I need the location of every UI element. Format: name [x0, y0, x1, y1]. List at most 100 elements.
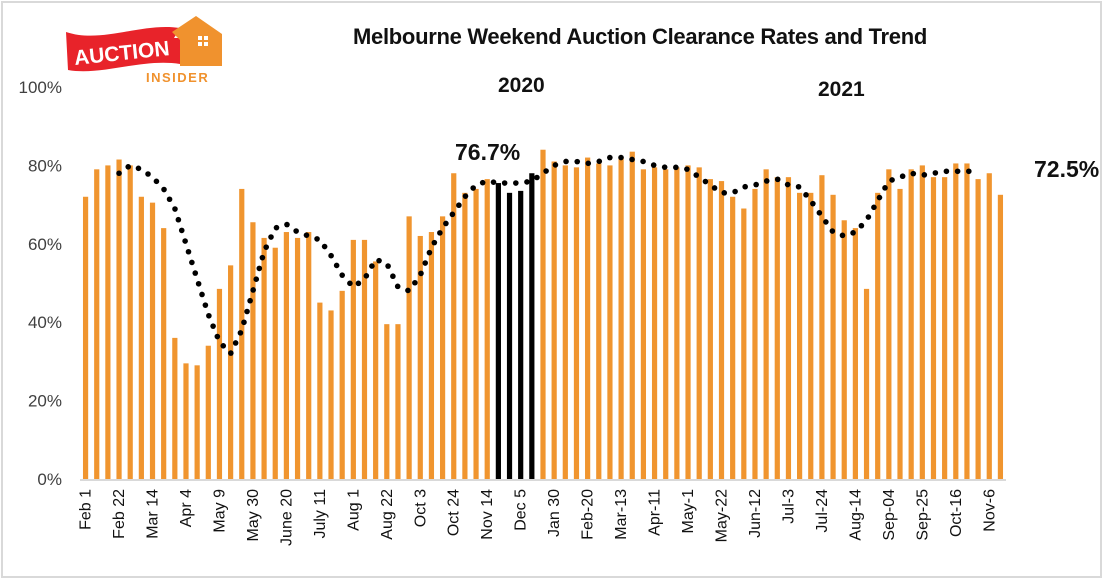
- trend-dot: [721, 190, 728, 196]
- trend-dot: [618, 154, 624, 161]
- trend-dot: [369, 263, 375, 269]
- trend-dot: [823, 219, 829, 225]
- bar: [607, 165, 613, 479]
- bar: [317, 302, 323, 479]
- bar: [294, 237, 301, 479]
- trend-dot: [810, 200, 816, 207]
- trend-dot: [661, 164, 668, 170]
- trend-dot: [135, 165, 142, 172]
- bar: [205, 345, 211, 479]
- trend-dot: [185, 248, 192, 255]
- bar-highlighted: [495, 183, 501, 480]
- bar: [808, 192, 814, 479]
- bar: [953, 163, 959, 479]
- x-tick-label: Oct 24: [446, 489, 463, 536]
- trend-dot: [585, 160, 592, 167]
- trend-dot: [405, 287, 411, 294]
- x-tick-label: Jun-12: [747, 489, 764, 538]
- x-tick-label: Dec 5: [513, 489, 530, 531]
- trend-dot: [412, 279, 418, 286]
- bar: [640, 169, 647, 479]
- trend-dot: [293, 228, 299, 234]
- trend-dot: [702, 178, 709, 185]
- bar: [473, 188, 479, 480]
- x-tick-label: Mar 14: [145, 489, 162, 539]
- bar: [841, 220, 847, 479]
- callout-peak-2020: 76.7%: [455, 139, 521, 165]
- bar: [484, 179, 490, 479]
- trend-dot: [244, 308, 250, 315]
- trend-dot: [206, 312, 212, 319]
- bar: [161, 228, 167, 479]
- trend-dot: [175, 216, 182, 223]
- trend-dot: [871, 204, 877, 211]
- x-tick-label: Nov-6: [981, 489, 998, 532]
- bar: [752, 188, 758, 480]
- bar: [763, 169, 769, 479]
- logo-graphic: AUCTION INSIDER: [66, 16, 222, 85]
- trend-dot: [640, 158, 646, 165]
- logo-text-insider: INSIDER: [146, 70, 209, 85]
- bar: [863, 288, 870, 479]
- trend-dot: [456, 202, 462, 209]
- trend-dot: [172, 206, 178, 212]
- y-tick-label: 100%: [19, 78, 62, 97]
- trend-dot: [192, 270, 199, 276]
- bar: [674, 167, 680, 480]
- trend-dot: [462, 193, 469, 199]
- bar: [250, 222, 256, 480]
- trend-dot: [178, 227, 185, 234]
- trend-dot: [803, 192, 809, 198]
- bar: [272, 247, 278, 479]
- trend-dot: [426, 249, 433, 256]
- bar: [283, 232, 289, 479]
- bar: [930, 177, 937, 479]
- bar: [618, 157, 624, 479]
- bar: [997, 194, 1004, 480]
- trend-dot: [673, 164, 679, 171]
- trend-dot: [534, 174, 540, 181]
- x-tick-label: Aug 1: [345, 489, 362, 531]
- bar: [707, 179, 713, 479]
- x-tick-label: Mar-13: [613, 489, 630, 540]
- bar: [183, 363, 189, 479]
- trend-dot: [563, 158, 569, 165]
- trend-dot: [524, 179, 530, 185]
- bar: [785, 177, 792, 479]
- trend-dot: [552, 162, 559, 168]
- trend-dot: [596, 158, 603, 165]
- bar: [774, 177, 780, 479]
- y-tick-label: 60%: [28, 235, 62, 254]
- trend-dot: [431, 239, 438, 246]
- bar: [685, 165, 691, 479]
- trend-dot: [850, 230, 856, 236]
- bar: [82, 196, 89, 479]
- bar: [138, 196, 144, 479]
- trend-dot: [954, 168, 961, 175]
- bar: [339, 290, 345, 479]
- trend-dot: [816, 209, 823, 216]
- bar: [696, 167, 702, 480]
- trend-dot: [607, 154, 613, 161]
- trend-dot: [763, 178, 770, 184]
- bar: [663, 169, 669, 479]
- y-tick-label: 40%: [28, 313, 62, 332]
- bar: [875, 192, 881, 479]
- logo-flag-shape: [66, 26, 180, 72]
- bar: [919, 165, 925, 479]
- bar: [819, 175, 825, 479]
- year-label-2021: 2021: [818, 78, 865, 101]
- x-axis: Feb 1 Feb 22 Mar 14 Apr 4 May 9 May 30 June 20…: [78, 489, 999, 546]
- bar: [730, 196, 736, 479]
- trend-dot: [202, 302, 209, 308]
- trend-dot: [574, 158, 581, 165]
- trend-dot: [732, 188, 738, 195]
- x-tick-label: Nov 14: [479, 489, 496, 540]
- x-tick-label: Feb 22: [111, 489, 128, 539]
- trend-dot: [882, 185, 888, 191]
- trend-dot: [865, 214, 872, 220]
- trend-line: [116, 154, 972, 356]
- x-tick-label: June 20: [278, 489, 295, 546]
- x-tick-label: Jan 30: [546, 489, 563, 537]
- bar: [328, 310, 334, 479]
